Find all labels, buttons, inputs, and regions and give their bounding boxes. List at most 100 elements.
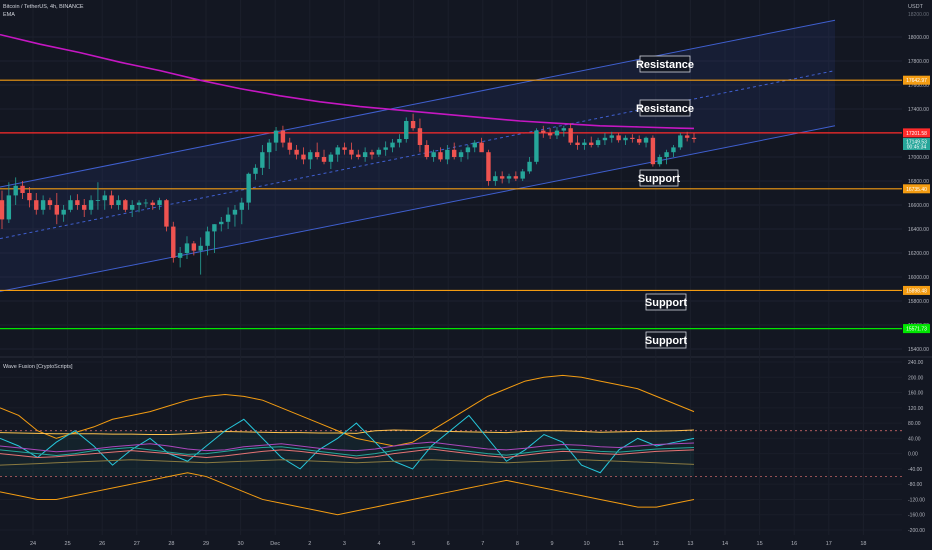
candle[interactable]	[219, 217, 224, 232]
candle[interactable]	[568, 123, 573, 145]
candle[interactable]	[678, 133, 683, 150]
candle[interactable]	[177, 247, 183, 268]
candle[interactable]	[691, 133, 697, 143]
price-axis[interactable]: 18200.00 18000.00 17800.00 17600.00 17400.00…	[908, 12, 929, 353]
candle[interactable]	[123, 199, 128, 213]
candle[interactable]	[328, 152, 334, 169]
candle[interactable]	[239, 197, 245, 225]
candle[interactable]	[95, 182, 101, 210]
candle[interactable]	[376, 147, 382, 157]
candle[interactable]	[575, 135, 580, 150]
candle[interactable]	[75, 194, 80, 210]
candle[interactable]	[321, 149, 327, 165]
candle[interactable]	[260, 145, 265, 175]
candle[interactable]	[451, 142, 457, 160]
candle[interactable]	[27, 187, 32, 208]
candle[interactable]	[349, 142, 354, 160]
candle[interactable]	[191, 241, 197, 256]
candle[interactable]	[61, 205, 66, 222]
candle[interactable]	[34, 193, 39, 215]
candle[interactable]	[136, 200, 142, 213]
candle[interactable]	[499, 171, 505, 184]
candle[interactable]	[362, 147, 368, 162]
oscillator-axis[interactable]: 240.00 200.00 160.00 120.00 80.00 40.00 0.00 -4…	[908, 360, 925, 534]
candle[interactable]	[294, 145, 299, 160]
candle[interactable]	[335, 145, 340, 162]
candle[interactable]	[212, 224, 217, 253]
candle[interactable]	[671, 145, 676, 157]
candle[interactable]	[458, 149, 464, 162]
candle[interactable]	[143, 199, 149, 208]
candle[interactable]	[82, 199, 87, 217]
candle[interactable]	[643, 136, 649, 148]
candle[interactable]	[493, 171, 498, 186]
candle[interactable]	[150, 200, 155, 210]
candle[interactable]	[650, 135, 656, 167]
candle[interactable]	[116, 195, 121, 210]
candlesticks[interactable]	[0, 113, 697, 275]
candle[interactable]	[582, 139, 587, 150]
candle[interactable]	[547, 128, 553, 139]
candle[interactable]	[602, 133, 608, 145]
candle[interactable]	[47, 197, 53, 210]
time-axis[interactable]: 24 25 26 27 28 29 30 Dec 2 3 4 5 6 7 8 9 10 11 12 13 14 15 16 1…	[30, 541, 867, 547]
candle[interactable]	[513, 171, 519, 181]
candle[interactable]	[308, 149, 313, 169]
candle[interactable]	[198, 237, 203, 275]
candle[interactable]	[417, 118, 423, 153]
candle[interactable]	[664, 149, 669, 165]
candle[interactable]	[164, 199, 169, 232]
candle[interactable]	[636, 135, 642, 145]
candle[interactable]	[280, 125, 286, 148]
candle[interactable]	[314, 142, 320, 160]
candle[interactable]	[410, 113, 416, 131]
candle[interactable]	[342, 142, 347, 155]
candle[interactable]	[684, 131, 690, 142]
candle[interactable]	[630, 134, 635, 143]
candle[interactable]	[13, 177, 18, 205]
candle[interactable]	[102, 190, 107, 210]
candle[interactable]	[541, 125, 546, 138]
candle[interactable]	[438, 147, 443, 162]
candle[interactable]	[184, 236, 190, 259]
candle[interactable]	[520, 169, 525, 181]
candle[interactable]	[589, 136, 594, 148]
candle[interactable]	[253, 164, 258, 180]
candle[interactable]	[157, 197, 162, 210]
candle[interactable]	[595, 137, 601, 148]
candle[interactable]	[6, 182, 12, 223]
candle[interactable]	[616, 133, 621, 143]
candle[interactable]	[54, 193, 60, 225]
candle[interactable]	[554, 127, 560, 139]
candle[interactable]	[561, 125, 567, 137]
candle[interactable]	[465, 145, 471, 160]
candle[interactable]	[506, 173, 512, 184]
candle[interactable]	[369, 149, 375, 160]
candle[interactable]	[424, 140, 429, 160]
candle[interactable]	[479, 137, 484, 153]
candle[interactable]	[68, 195, 73, 213]
candle[interactable]	[129, 200, 135, 217]
candle[interactable]	[267, 139, 272, 169]
candle[interactable]	[356, 149, 361, 160]
candle[interactable]	[657, 154, 662, 167]
candle[interactable]	[445, 145, 450, 165]
candle[interactable]	[609, 131, 614, 143]
candle[interactable]	[397, 134, 402, 148]
candle[interactable]	[527, 157, 532, 174]
candle[interactable]	[273, 127, 279, 151]
candle[interactable]	[232, 205, 238, 227]
candle[interactable]	[88, 195, 94, 215]
candle[interactable]	[0, 190, 5, 229]
candle[interactable]	[486, 149, 491, 186]
candle[interactable]	[390, 139, 395, 153]
candle[interactable]	[205, 226, 210, 256]
candle[interactable]	[534, 128, 539, 165]
candle[interactable]	[431, 149, 436, 162]
candle[interactable]	[40, 195, 46, 215]
candle[interactable]	[383, 141, 388, 156]
candle[interactable]	[472, 140, 477, 153]
candle[interactable]	[20, 181, 25, 199]
candle[interactable]	[301, 147, 306, 165]
candle[interactable]	[109, 190, 114, 209]
